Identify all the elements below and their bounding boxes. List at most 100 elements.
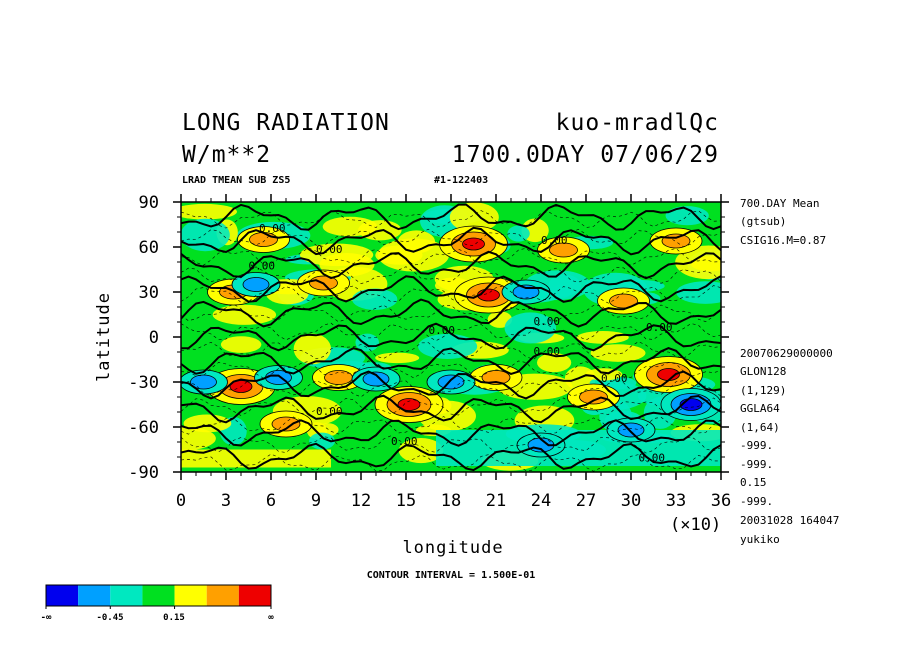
contour-line (231, 272, 281, 297)
experiment-name: kuo-mradlQc (556, 110, 719, 136)
zero-contour (181, 250, 721, 280)
info-line: -999. (740, 495, 773, 508)
x-tick-label: 9 (311, 491, 321, 511)
x-tick-label: 3 (221, 491, 231, 511)
units-label: W/m**2 (182, 142, 271, 168)
info-line: -999. (740, 439, 773, 452)
contour-line (679, 398, 703, 411)
field-patch-low (676, 281, 721, 304)
field-patch-high (181, 203, 237, 220)
colorbar-swatch (238, 585, 271, 606)
zero-contour (181, 419, 721, 447)
contour-line (237, 226, 290, 253)
contour-line (660, 388, 721, 421)
info-line: 0.15 (740, 476, 767, 489)
contour-line (512, 284, 540, 300)
colorbar-label: ∞ (268, 613, 274, 623)
x-tick-label: 21 (486, 491, 506, 511)
info-line: GGLA64 (740, 402, 780, 415)
contour-label: 0.00 (639, 452, 666, 465)
info-line: 20070629000000 (740, 347, 833, 360)
info-line: (gtsub) (740, 215, 786, 228)
colorbar-frame (45, 584, 272, 607)
zero-contour (181, 322, 721, 352)
variable-subtitle: LRAD TMEAN SUB ZS5 (182, 175, 290, 186)
contour-label: 0.00 (534, 315, 561, 328)
x-tick-label: 18 (441, 491, 461, 511)
contour-line (351, 366, 401, 392)
info-line: (1,64) (740, 421, 780, 434)
contour-label: 0.00 (316, 243, 343, 256)
contour-line (516, 432, 566, 458)
contour-labels: 0.00 0.00 0.00 0.00 0.00 0.00 0.00 0.00 0.00 0.00… (249, 222, 673, 465)
colorbar-swatch (78, 585, 111, 606)
y-tick-label: -30 (128, 373, 159, 393)
y-tick-label: -60 (128, 418, 159, 438)
contour-line (579, 389, 608, 405)
field-patch-low (309, 432, 335, 450)
info-line: CSIG16.M=0.87 (740, 234, 826, 247)
zero-contour (181, 275, 721, 303)
contour-line (437, 374, 465, 390)
contour-label: 0.00 (601, 372, 628, 385)
x-tick-label: 15 (396, 491, 416, 511)
negative-contour (181, 360, 721, 379)
y-tick-label: 0 (149, 328, 159, 348)
x-multiplier: (×10) (670, 515, 721, 535)
feature-low (243, 277, 269, 292)
field-patch-high (220, 336, 262, 353)
x-axis: 0 3 6 9 12 15 18 21 24 27 30 33 36 (176, 194, 731, 511)
field-patch-high (576, 330, 629, 344)
y-axis-label: latitude (94, 292, 114, 382)
info-bottom: 20070629000000 GLON128 (1,129) GGLA64 (1… (740, 347, 839, 546)
contour-line (567, 383, 620, 411)
info-line: 20031028 164047 (740, 514, 839, 527)
contour-line (374, 386, 444, 423)
y-axis: 90 60 30 0 -30 -60 -90 (128, 193, 729, 483)
feature-high (272, 417, 300, 431)
feature-high (657, 368, 680, 381)
colorbar-swatch (142, 585, 175, 606)
field-patch-high (690, 255, 721, 272)
colorbar-swatch (110, 585, 143, 606)
contour-interval-label: CONTOUR INTERVAL = 1.500E-01 (367, 570, 536, 581)
contour-line (462, 237, 485, 251)
contour-line (481, 370, 511, 385)
contour-line (271, 416, 301, 432)
colorbar (45, 584, 272, 609)
field-patch-high (536, 353, 572, 373)
x-tick-label: 0 (176, 491, 186, 511)
info-top: 700.DAY Mean (gtsub) CSIG16.M=0.87 (740, 197, 826, 247)
feature-high (482, 370, 510, 385)
negative-contour (181, 322, 721, 342)
field-patch-high (293, 333, 332, 365)
zero-contour (181, 203, 721, 231)
feature-high (324, 370, 353, 385)
zero-contour (181, 394, 721, 424)
contour-line (649, 227, 703, 255)
field-patch-high (449, 202, 499, 233)
negative-contour (181, 453, 721, 472)
feature-high (609, 294, 638, 308)
date-label: 1700.0DAY 07/06/29 (452, 142, 719, 168)
y-tick-label: -90 (128, 463, 159, 483)
feature-high (398, 398, 420, 411)
info-line: GLON128 (740, 365, 786, 378)
x-tick-label: 12 (351, 491, 371, 511)
field-patch-high (375, 352, 420, 364)
contour-label: 0.00 (646, 321, 673, 334)
info-line: yukiko (740, 533, 780, 546)
contour-field (181, 202, 721, 472)
x-tick-label: 36 (711, 491, 731, 511)
contour-label: 0.00 (259, 222, 286, 235)
negative-contour (181, 285, 721, 304)
x-tick-label: 24 (531, 491, 551, 511)
field-patch-high (212, 304, 277, 325)
colorbar-swatch (46, 585, 79, 606)
field-patch-high (377, 238, 450, 272)
field-patch-high (590, 344, 646, 362)
contour-line (242, 277, 270, 292)
negative-contour (181, 397, 721, 416)
negative-contour (181, 303, 721, 323)
